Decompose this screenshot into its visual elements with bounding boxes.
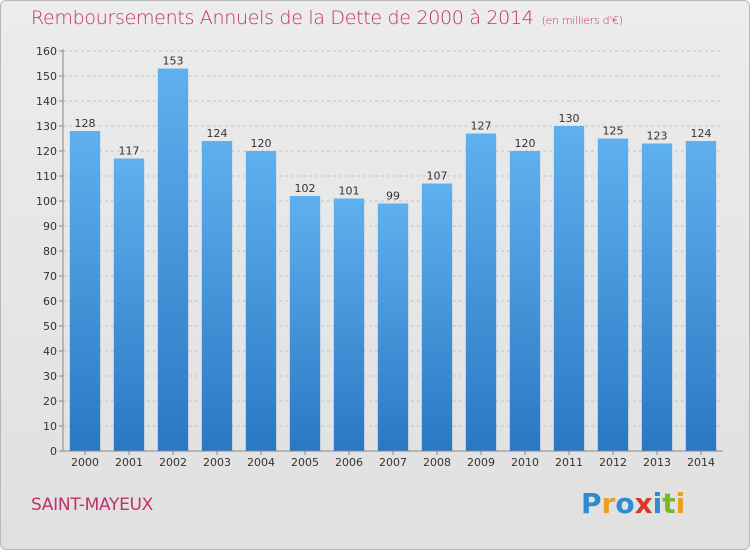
y-tick-label: 50	[43, 320, 57, 333]
y-tick-label: 20	[43, 395, 57, 408]
bar	[69, 131, 101, 451]
bar	[333, 198, 365, 451]
y-tick-label: 40	[43, 345, 57, 358]
bar	[377, 203, 409, 451]
x-tick-label: 2001	[115, 456, 143, 469]
y-tick-label: 80	[43, 245, 57, 258]
bar	[641, 143, 673, 451]
bar-value-label: 102	[295, 182, 316, 195]
x-tick-label: 2002	[159, 456, 187, 469]
x-tick-label: 2011	[555, 456, 583, 469]
chart-title: Remboursements Annuels de la Dette de 20…	[31, 7, 623, 29]
bar	[465, 133, 497, 451]
logo-letter: t	[662, 487, 676, 520]
x-tick-label: 2004	[247, 456, 275, 469]
bar	[509, 151, 541, 451]
x-tick-label: 2012	[599, 456, 627, 469]
x-axis-tick-labels: 2000 2001 2002 2003 2004 2005 2006 2007 2008 2009…	[71, 451, 715, 469]
x-tick-label: 2008	[423, 456, 451, 469]
y-tick-label: 90	[43, 220, 57, 233]
x-tick-label: 2003	[203, 456, 231, 469]
bar-value-label: 153	[163, 55, 184, 68]
bar	[201, 141, 233, 451]
bar-value-label: 120	[515, 137, 536, 150]
y-tick-label: 100	[36, 195, 57, 208]
logo-letter: x	[634, 487, 653, 520]
bar-value-label: 117	[119, 145, 140, 158]
x-tick-label: 2013	[643, 456, 671, 469]
x-tick-label: 2007	[379, 456, 407, 469]
x-tick-label: 2014	[687, 456, 715, 469]
bar	[113, 158, 145, 451]
bar-value-label: 127	[471, 120, 492, 133]
y-tick-label: 150	[36, 70, 57, 83]
bar-value-labels: 128 117 153 124 120 102 101 99 107 127 120 130 125 12…	[75, 55, 712, 203]
axes	[62, 49, 723, 452]
y-tick-label: 160	[36, 45, 57, 58]
bar-value-label: 99	[386, 190, 400, 203]
bar	[421, 183, 453, 451]
logo-letter: r	[601, 487, 616, 520]
y-axis-tick-labels: 0 10 20 30 40 50 60 70 80 90 100 110 120 130 140 150 160	[36, 45, 57, 458]
bars	[69, 68, 717, 451]
bar	[289, 196, 321, 451]
bar-value-label: 130	[559, 112, 580, 125]
proxiti-logo: Proxiti	[581, 487, 685, 520]
commune-name: SAINT-MAYEUX	[31, 495, 154, 515]
chart-subtitle: (en milliers d'€)	[541, 14, 623, 27]
logo-letter: P	[581, 487, 602, 520]
logo-letter: i	[675, 487, 686, 520]
logo-letter: o	[615, 487, 635, 520]
y-tick-label: 30	[43, 370, 57, 383]
bar-value-label: 124	[691, 127, 712, 140]
x-tick-label: 2000	[71, 456, 99, 469]
bar-value-label: 107	[427, 170, 448, 183]
y-tick-label: 120	[36, 145, 57, 158]
bar	[157, 68, 189, 451]
x-tick-label: 2006	[335, 456, 363, 469]
y-tick-label: 70	[43, 270, 57, 283]
logo-letter: i	[652, 487, 663, 520]
bar	[685, 141, 717, 451]
x-tick-label: 2009	[467, 456, 495, 469]
y-tick-label: 130	[36, 120, 57, 133]
chart-title-text: Remboursements Annuels de la Dette de 20…	[31, 7, 534, 29]
bar-value-label: 125	[603, 125, 624, 138]
y-tick-label: 0	[50, 445, 57, 458]
x-tick-label: 2010	[511, 456, 539, 469]
bar	[553, 126, 585, 451]
y-tick-label: 60	[43, 295, 57, 308]
x-tick-label: 2005	[291, 456, 319, 469]
bar-value-label: 124	[207, 127, 228, 140]
bar-value-label: 128	[75, 117, 96, 130]
bar-value-label: 101	[339, 185, 360, 198]
bar	[597, 138, 629, 451]
y-tick-label: 110	[36, 170, 57, 183]
bar-value-label: 123	[647, 130, 668, 143]
bar-value-label: 120	[251, 137, 272, 150]
bar	[245, 151, 277, 451]
y-tick-label: 10	[43, 420, 57, 433]
y-tick-label: 140	[36, 95, 57, 108]
